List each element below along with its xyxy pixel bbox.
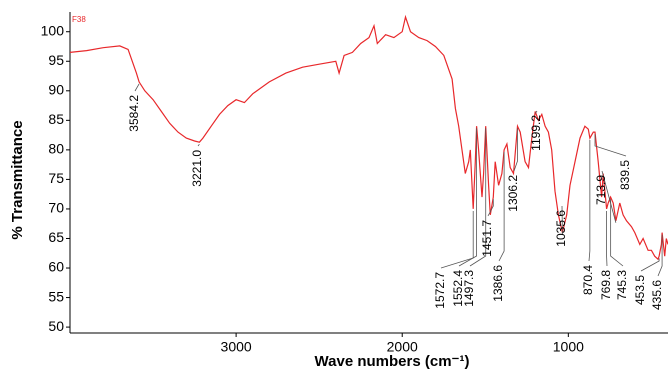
x-tick-label: 3000 <box>221 339 252 355</box>
annotation-label: 713.9 <box>594 175 608 205</box>
annotation-leader <box>441 211 473 268</box>
y-tick-label: 95 <box>48 52 64 68</box>
annotation-leader <box>499 152 504 261</box>
y-tick-label: 85 <box>48 111 64 127</box>
y-axis-label: % Transmittance <box>9 120 26 239</box>
chart-title: F38 <box>72 15 86 24</box>
y-tick-label: 50 <box>48 318 64 334</box>
annotation-label: 1035.6 <box>554 210 568 247</box>
x-tick-label: 1000 <box>553 339 584 355</box>
annotation-leader <box>198 144 199 146</box>
y-tick-label: 100 <box>41 22 65 38</box>
annotation-label: 1306.2 <box>506 175 520 212</box>
annotation-label: 1497.3 <box>462 270 476 307</box>
y-tick-label: 70 <box>48 200 64 216</box>
annotation-label: 870.4 <box>581 265 595 295</box>
annotation-label: 3221.0 <box>190 150 204 187</box>
y-tick-label: 75 <box>48 170 64 186</box>
x-axis-label: Wave numbers (cm⁻¹) <box>315 353 470 370</box>
annotation-label: 3584.2 <box>127 95 141 132</box>
annotation-label: 745.3 <box>615 270 629 300</box>
annotation-label: 1386.6 <box>491 265 505 302</box>
y-tick-label: 65 <box>48 229 64 245</box>
annotation-label: 453.5 <box>633 275 647 305</box>
annotation-label: 1199.2 <box>529 115 543 151</box>
annotation-label: 769.8 <box>599 270 613 300</box>
y-tick-label: 90 <box>48 81 64 97</box>
annotation-label: 1572.7 <box>433 272 447 309</box>
annotation-label: 1451.7 <box>480 220 494 257</box>
annotation-leader <box>595 134 626 156</box>
annotation-leader <box>641 258 659 271</box>
annotation-label: 435.6 <box>650 280 664 310</box>
spectrum-line <box>70 17 668 259</box>
annotation-leader <box>589 140 590 261</box>
annotation-leader <box>135 84 139 91</box>
y-tick-label: 80 <box>48 141 64 157</box>
y-tick-label: 60 <box>48 259 64 275</box>
annotation-label: 839.5 <box>618 160 632 190</box>
y-tick-label: 55 <box>48 288 64 304</box>
x-tick-label: 2000 <box>387 339 418 355</box>
